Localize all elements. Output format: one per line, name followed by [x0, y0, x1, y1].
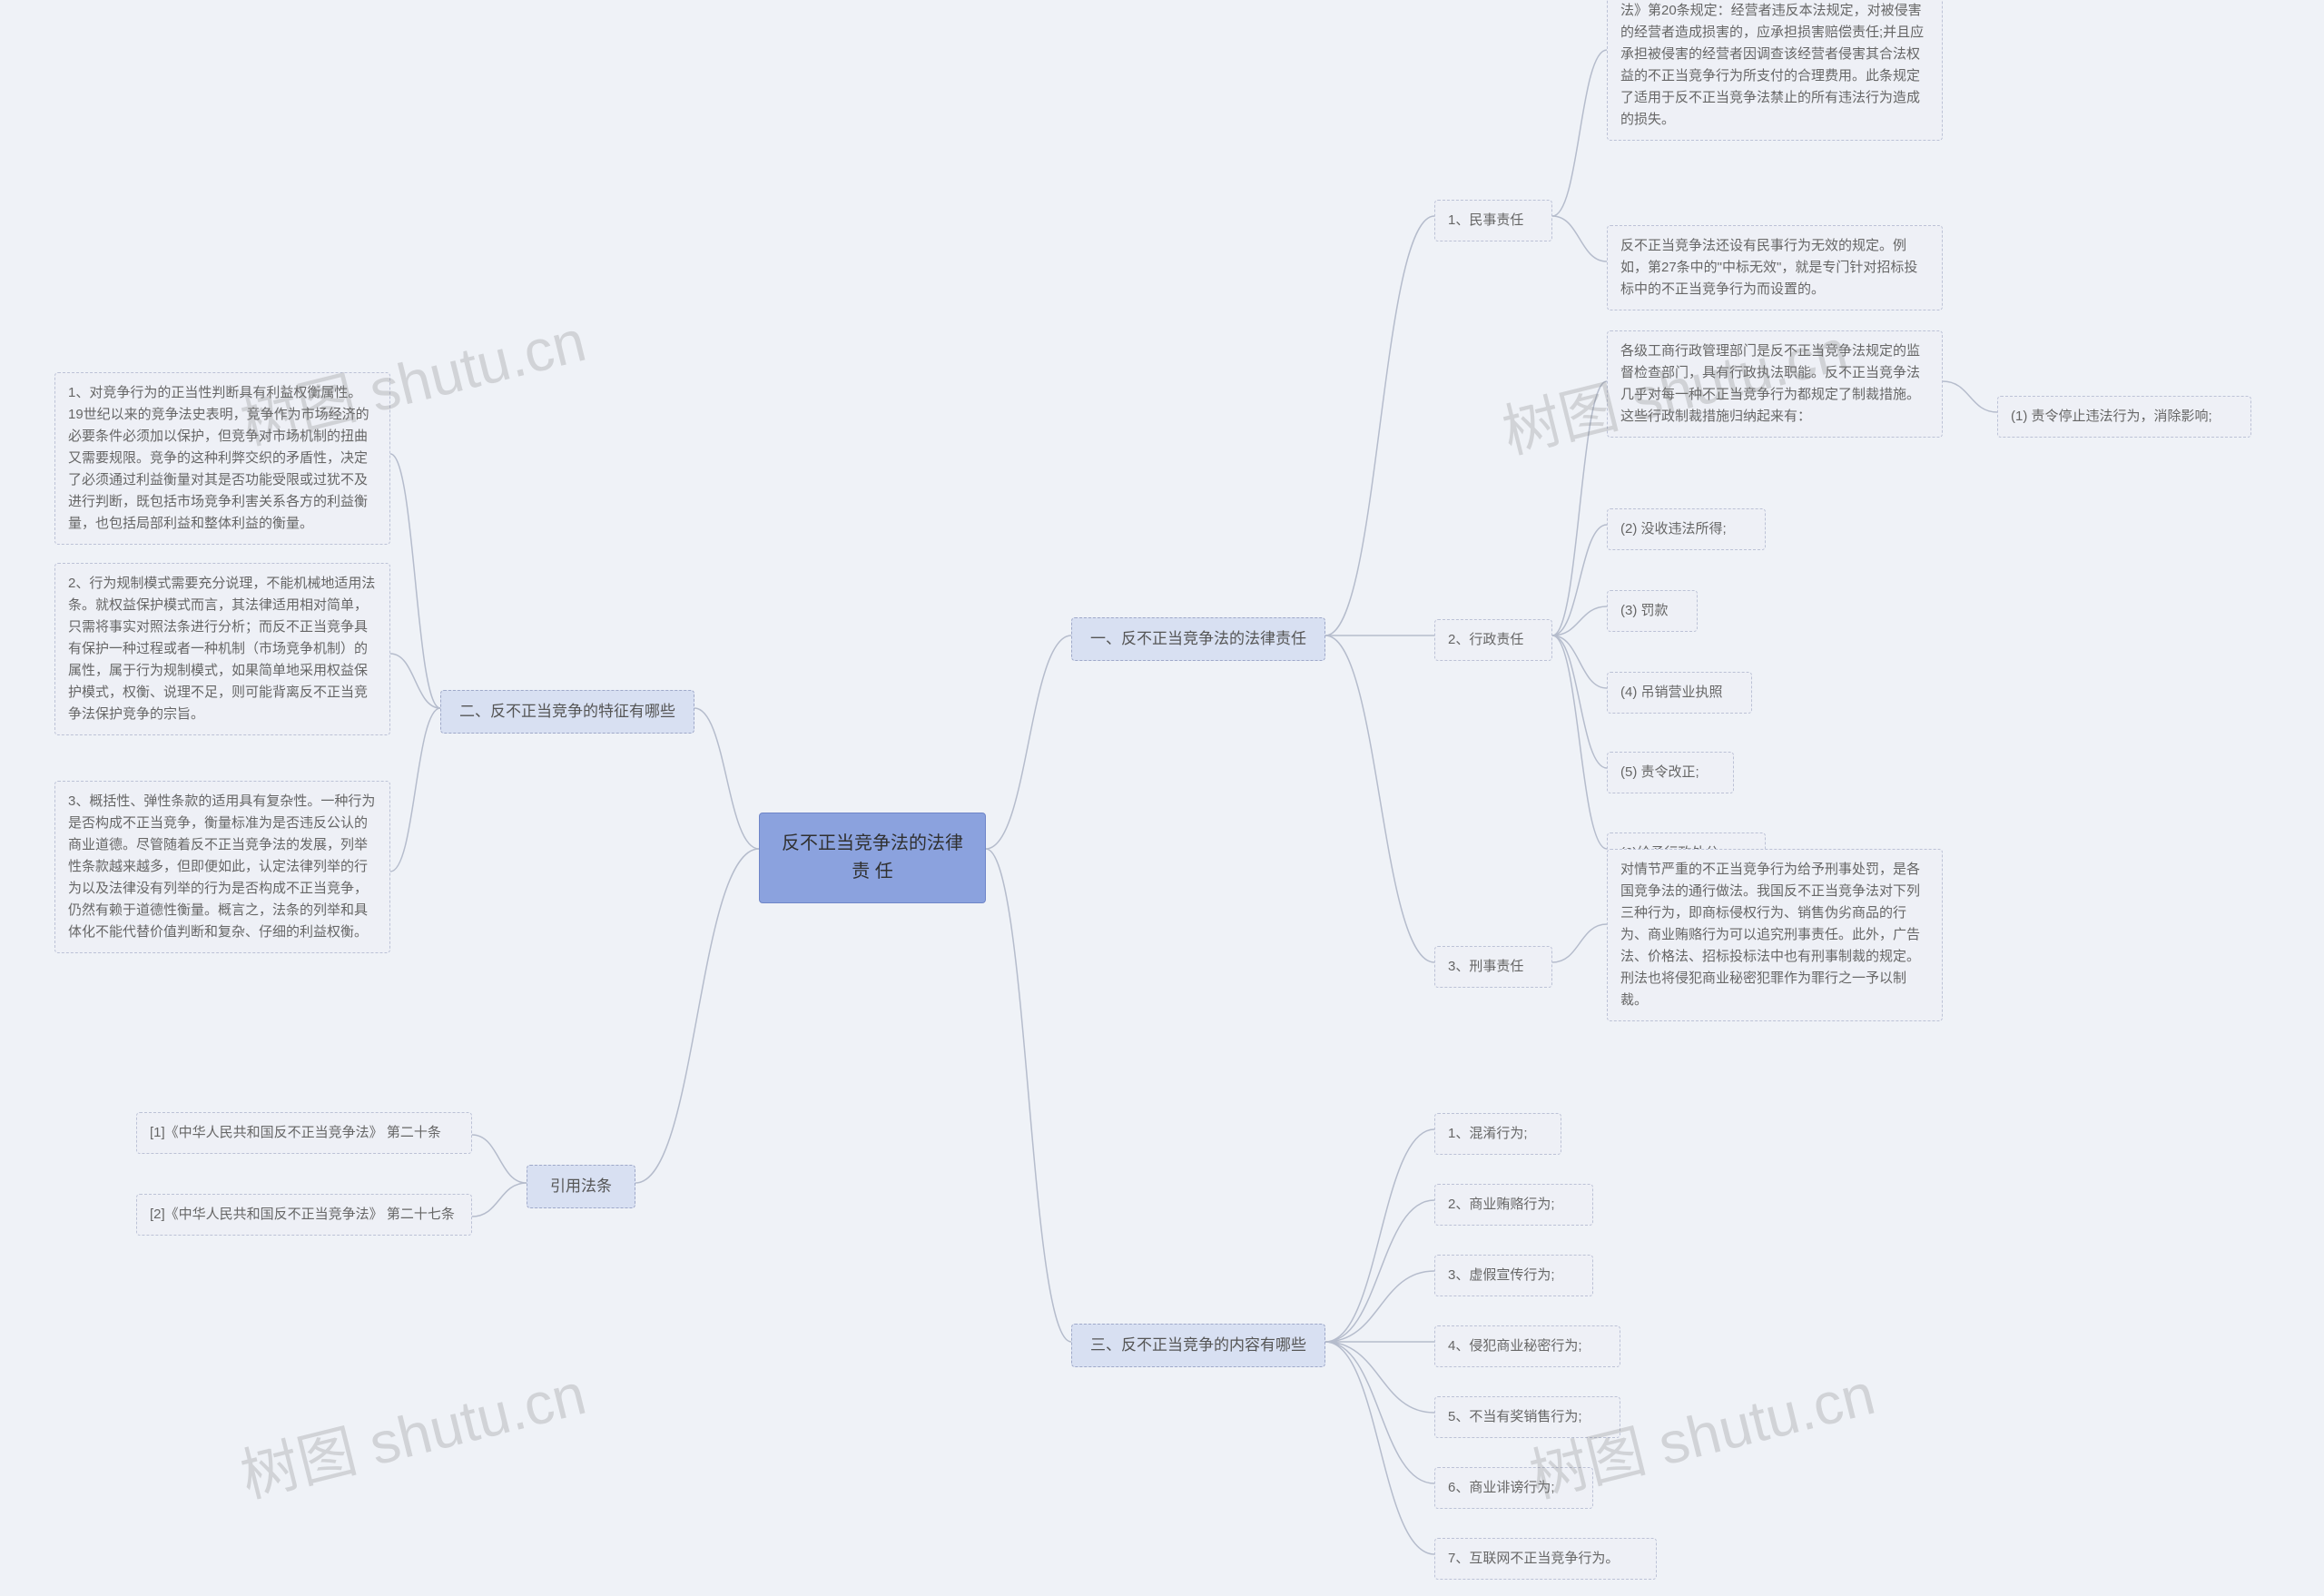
node-b1: 一、反不正当竞争法的法律责任	[1071, 617, 1325, 661]
node-b1c2a: 各级工商行政管理部门是反不正当竞争法规定的监督检查部门，具有行政执法职能。反不正…	[1607, 330, 1943, 438]
root-node: 反不正当竞争法的法律责 任	[759, 813, 986, 903]
node-b1c3a: 对情节严重的不正当竞争行为给予刑事处罚，是各国竞争法的通行做法。我国反不正当竞争…	[1607, 849, 1943, 1021]
node-b3c6: 6、商业诽谤行为;	[1434, 1467, 1593, 1509]
node-b4c2: [2]《中华人民共和国反不正当竞争法》 第二十七条	[136, 1194, 472, 1236]
node-b3c5: 5、不当有奖销售行为;	[1434, 1396, 1620, 1438]
watermark: 树图 shutu.cn	[231, 1347, 593, 1513]
node-b3c7: 7、互联网不正当竞争行为。	[1434, 1538, 1657, 1580]
mindmap-canvas: 反不正当竞争法的法律责 任 一、反不正当竞争法的法律责任 1、民事责任 为保护合法经营…	[0, 0, 2324, 1596]
node-b4: 引用法条	[527, 1165, 635, 1208]
node-b3c2: 2、商业贿赂行为;	[1434, 1184, 1593, 1226]
node-b1c2e: (5) 责令改正;	[1607, 752, 1734, 793]
node-b1c1a: 为保护合法经营者的正当竞争权利，《反不正当竞争法》第20条规定：经营者违反本法规…	[1607, 0, 1943, 141]
node-b1c3: 3、刑事责任	[1434, 946, 1552, 988]
node-b1c2a1: (1) 责令停止违法行为，消除影响;	[1997, 396, 2251, 438]
node-b3: 三、反不正当竞争的内容有哪些	[1071, 1324, 1325, 1367]
node-b1c2: 2、行政责任	[1434, 619, 1552, 661]
node-b2c1: 1、对竞争行为的正当性判断具有利益权衡属性。19世纪以来的竞争法史表明，竞争作为…	[54, 372, 390, 545]
node-b3c1: 1、混淆行为;	[1434, 1113, 1561, 1155]
node-b3c4: 4、侵犯商业秘密行为;	[1434, 1325, 1620, 1367]
node-b1c2d: (4) 吊销营业执照	[1607, 672, 1752, 714]
node-b1c1b: 反不正当竞争法还设有民事行为无效的规定。例如，第27条中的"中标无效"，就是专门…	[1607, 225, 1943, 310]
node-b1c2b: (2) 没收违法所得;	[1607, 508, 1766, 550]
node-b3c3: 3、虚假宣传行为;	[1434, 1255, 1593, 1296]
node-b2: 二、反不正当竞争的特征有哪些	[440, 690, 694, 734]
node-b2c3: 3、概括性、弹性条款的适用具有复杂性。一种行为是否构成不正当竞争，衡量标准为是否…	[54, 781, 390, 953]
node-b1c1: 1、民事责任	[1434, 200, 1552, 241]
node-b4c1: [1]《中华人民共和国反不正当竞争法》 第二十条	[136, 1112, 472, 1154]
node-b1c2c: (3) 罚款	[1607, 590, 1698, 632]
node-b2c2: 2、行为规制模式需要充分说理，不能机械地适用法条。就权益保护模式而言，其法律适用…	[54, 563, 390, 735]
